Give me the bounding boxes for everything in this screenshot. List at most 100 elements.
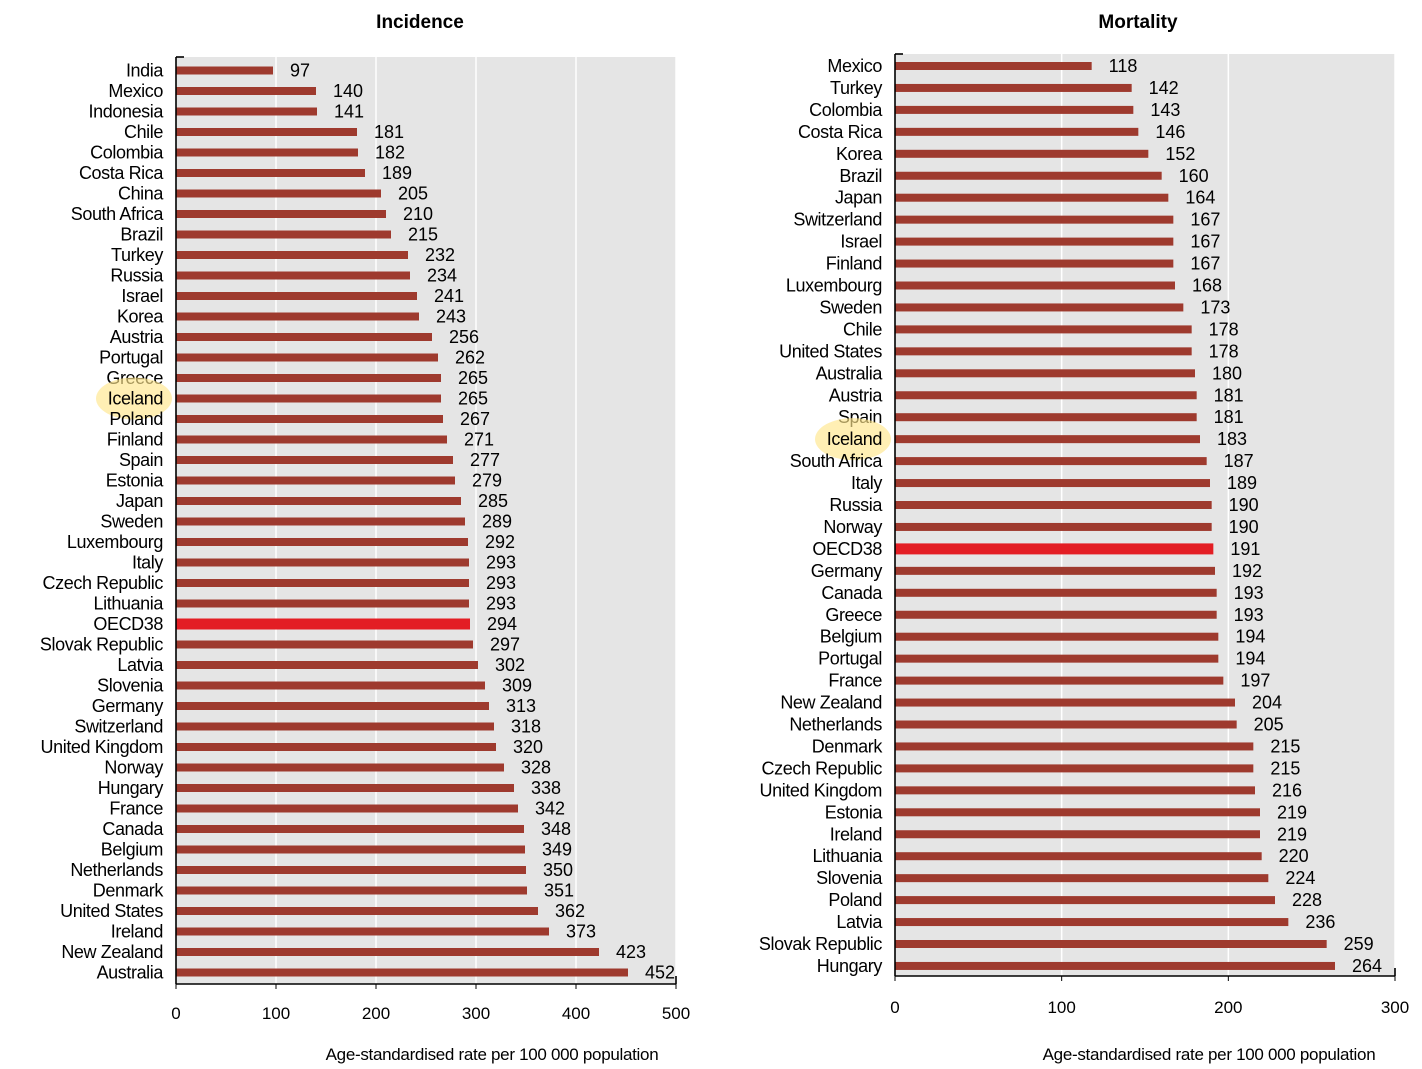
mortality-x-tick-label: 100 xyxy=(1047,998,1075,1017)
incidence-value-label: 318 xyxy=(511,717,541,737)
incidence-value-label: 289 xyxy=(482,512,512,532)
incidence-category-label: Austria xyxy=(110,327,165,347)
incidence-bar xyxy=(176,743,496,751)
mortality-bar xyxy=(895,259,1174,268)
mortality-value-label: 118 xyxy=(1109,56,1138,76)
mortality-value-label: 167 xyxy=(1190,232,1220,252)
incidence-bar xyxy=(176,907,538,915)
mortality-bar xyxy=(895,435,1200,444)
mortality-value-label: 183 xyxy=(1217,429,1247,449)
mortality-category-label: Finland xyxy=(826,254,882,274)
incidence-bar xyxy=(176,825,524,833)
incidence-bar xyxy=(176,476,455,485)
incidence-chart: Incidence 0 100 200 300 400 500 India 97 Mexico 1… xyxy=(40,12,690,1064)
incidence-value-label: 313 xyxy=(506,696,536,716)
incidence-bar xyxy=(176,394,441,403)
mortality-category-label: Costa Rica xyxy=(798,122,883,142)
incidence-category-label: Netherlands xyxy=(70,860,163,880)
incidence-category-label: Portugal xyxy=(99,348,163,368)
incidence-value-label: 309 xyxy=(502,676,532,696)
incidence-category-label: Spain xyxy=(119,450,163,470)
mortality-bar xyxy=(895,391,1197,400)
incidence-bar xyxy=(176,886,527,895)
incidence-bar xyxy=(176,107,317,116)
mortality-value-label: 190 xyxy=(1229,495,1259,515)
mortality-bar xyxy=(895,83,1132,92)
incidence-category-label: Ireland xyxy=(111,922,163,942)
mortality-value-label: 178 xyxy=(1209,319,1239,339)
mortality-bar xyxy=(895,566,1215,575)
incidence-value-label: 241 xyxy=(434,286,464,306)
incidence-value-label: 293 xyxy=(486,594,516,614)
incidence-bar xyxy=(176,948,599,956)
incidence-value-label: 271 xyxy=(464,430,494,450)
mortality-category-label: Turkey xyxy=(830,78,882,98)
incidence-bar xyxy=(176,456,453,464)
mortality-value-label: 224 xyxy=(1285,868,1315,888)
mortality-category-label: Luxembourg xyxy=(786,276,882,296)
incidence-label-highlight xyxy=(96,377,172,420)
incidence-category-label: New Zealand xyxy=(61,942,163,962)
mortality-x-tick-label: 0 xyxy=(890,998,899,1017)
incidence-value-label: 373 xyxy=(566,922,596,942)
mortality-value-label: 167 xyxy=(1190,254,1220,274)
incidence-bar xyxy=(176,230,391,239)
incidence-x-tick-label: 0 xyxy=(171,1004,180,1023)
mortality-bar xyxy=(895,501,1212,509)
incidence-value-label: 294 xyxy=(487,614,517,634)
mortality-category-label: Colombia xyxy=(809,100,883,120)
mortality-bar xyxy=(895,522,1212,531)
mortality-value-label: 259 xyxy=(1344,934,1374,954)
incidence-category-label: Mexico xyxy=(108,81,163,101)
incidence-bar xyxy=(176,968,628,977)
mortality-category-label: Japan xyxy=(835,188,882,208)
mortality-value-label: 189 xyxy=(1227,473,1257,493)
mortality-category-label: Netherlands xyxy=(789,715,882,735)
mortality-value-label: 236 xyxy=(1305,912,1335,932)
mortality-bar xyxy=(895,105,1134,114)
incidence-bar xyxy=(176,374,441,382)
incidence-bar xyxy=(176,702,489,710)
incidence-bar xyxy=(176,415,443,423)
mortality-value-label: 194 xyxy=(1235,649,1265,669)
incidence-bar xyxy=(176,722,494,731)
mortality-category-label: Slovak Republic xyxy=(759,934,882,954)
incidence-category-label: Iceland xyxy=(108,389,163,409)
mortality-category-label: Portugal xyxy=(818,649,882,669)
incidence-value-label: 140 xyxy=(333,81,363,101)
incidence-value-label: 452 xyxy=(645,963,675,983)
incidence-bar xyxy=(176,558,469,567)
incidence-value-label: 232 xyxy=(425,245,455,265)
mortality-category-label: Lithuania xyxy=(813,846,884,866)
mortality-bar xyxy=(895,852,1262,861)
mortality-value-label: 197 xyxy=(1240,671,1270,691)
incidence-bar xyxy=(176,189,381,198)
mortality-category-label: United Kingdom xyxy=(760,780,882,800)
incidence-bar xyxy=(176,251,408,259)
incidence-category-label: Colombia xyxy=(90,143,164,163)
mortality-category-label: Ireland xyxy=(830,824,882,844)
mortality-category-label: Chile xyxy=(843,319,882,339)
mortality-category-label: Estonia xyxy=(825,802,884,822)
incidence-bar xyxy=(176,333,432,341)
incidence-category-label: Korea xyxy=(117,307,164,327)
mortality-bar xyxy=(895,874,1269,883)
mortality-category-label: Iceland xyxy=(827,429,882,449)
mortality-x-axis-label: Age-standardised rate per 100 000 popula… xyxy=(1043,1045,1376,1064)
incidence-category-label: India xyxy=(126,61,164,81)
incidence-value-label: 205 xyxy=(398,184,428,204)
mortality-value-label: 192 xyxy=(1232,561,1262,581)
incidence-category-label: Russia xyxy=(110,266,164,286)
mortality-bar xyxy=(895,303,1184,312)
mortality-value-label: 152 xyxy=(1165,144,1195,164)
mortality-value-label: 219 xyxy=(1277,802,1307,822)
mortality-value-label: 264 xyxy=(1352,956,1382,976)
mortality-value-label: 228 xyxy=(1292,890,1322,910)
incidence-value-label: 342 xyxy=(535,799,565,819)
incidence-value-label: 297 xyxy=(490,635,520,655)
mortality-category-label: Sweden xyxy=(819,297,882,317)
incidence-category-label: Slovak Republic xyxy=(40,635,163,655)
incidence-value-label: 262 xyxy=(455,348,485,368)
mortality-value-label: 219 xyxy=(1277,824,1307,844)
mortality-x-tick-label: 200 xyxy=(1214,998,1242,1017)
